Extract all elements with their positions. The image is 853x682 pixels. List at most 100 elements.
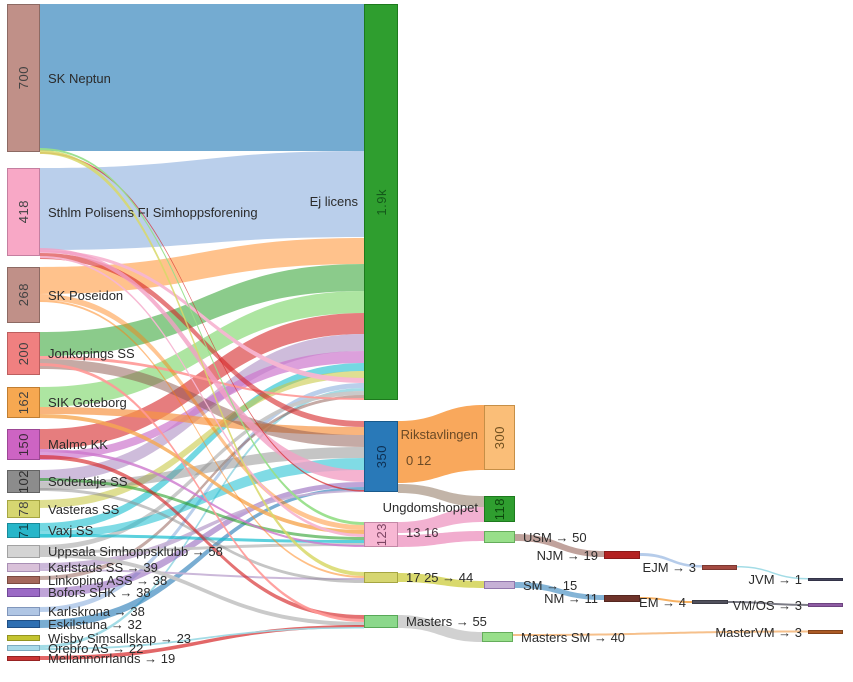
node-age-13-16[interactable] xyxy=(364,522,398,547)
node-master-vm[interactable] xyxy=(808,630,843,634)
node-bofors-shk-label: Bofors SHK → 38 xyxy=(48,585,151,600)
node-orebro-as-label: Orebro AS → 22 xyxy=(48,640,144,656)
node-uppsala-label: Uppsala Simhoppsklubb → 58 xyxy=(48,544,223,559)
node-master-vm-label: MasterVM → 3 xyxy=(715,624,802,640)
flow-jonkopings-ss-masters xyxy=(40,363,364,622)
flow-age-0-12-ungdomshoppet xyxy=(398,484,484,507)
node-mellannorrlands-label: Mellannorrlands → 19 xyxy=(48,651,176,666)
flow-jonkopings-ss-ej-licens xyxy=(40,264,364,356)
flow-vaxj-ss-ej-licens xyxy=(40,363,364,531)
node-karlstads-ss-label: Karlstads SS → 39 xyxy=(48,560,158,575)
node-rikstavlingen-label: Rikstavlingen xyxy=(400,426,478,442)
flow-sthlm-polisens-ej-licens xyxy=(40,250,364,383)
flow-malmo-kk-ej-licens xyxy=(40,313,364,449)
node-em-label: EM → 4 xyxy=(639,594,686,610)
node-karlstads-ss[interactable] xyxy=(7,563,40,572)
node-eskilstuna[interactable] xyxy=(7,620,40,628)
node-vaxj-ss[interactable] xyxy=(7,523,40,538)
node-nm-label: NM → 11 xyxy=(544,591,598,606)
node-masters-label: Masters → 55 xyxy=(406,614,487,629)
node-usm[interactable] xyxy=(484,531,515,543)
flow-jonkopings-ss-age-0-12 xyxy=(40,359,364,447)
flow-sk-neptun-age-0-12 xyxy=(40,152,364,492)
node-ungdomshoppet[interactable] xyxy=(484,496,515,522)
flow-ejm-jvm xyxy=(737,566,808,580)
node-sk-poseidon[interactable] xyxy=(7,267,40,323)
node-sk-neptun-label: SK Neptun xyxy=(48,70,111,86)
flow-karlstads-ss-age-0-12 xyxy=(40,490,364,569)
node-njm-label: NJM → 19 xyxy=(536,547,598,563)
flow-sodertalje-ss-age-0-12 xyxy=(40,447,364,490)
node-ejm[interactable] xyxy=(702,565,737,570)
node-sthlm-polisens[interactable] xyxy=(7,168,40,256)
node-sodertalje-ss[interactable] xyxy=(7,470,40,493)
flow-karlstads-ss-age-17-25 xyxy=(40,569,364,580)
flow-age-13-16-ungdomshoppet xyxy=(398,507,484,533)
node-masters-sm-label: Masters SM → 40 xyxy=(521,629,626,645)
flow-sthlm-polisens-age-13-16 xyxy=(40,256,364,537)
flow-sk-neptun-ej-licens xyxy=(40,4,364,151)
node-wisby-label: Wisby Simsallskap → 23 xyxy=(48,630,192,646)
node-njm[interactable] xyxy=(604,551,640,559)
node-sik-goteborg[interactable] xyxy=(7,387,40,418)
node-ej-licens[interactable] xyxy=(364,4,398,400)
node-linkoping-ass[interactable] xyxy=(7,576,40,584)
flow-jonkopings-ss-ej-licens xyxy=(40,356,364,400)
node-vasteras-ss-label: Vasteras SS xyxy=(48,501,120,517)
node-sodertalje-ss-label: Sodertalje SS xyxy=(48,474,128,489)
flow-sodertalje-ss-age-13-16 xyxy=(40,478,364,540)
node-age-17-25-label: 17 25 → 44 xyxy=(406,570,474,585)
node-vm-os[interactable] xyxy=(808,603,843,607)
flow-sk-poseidon-ej-licens xyxy=(40,238,364,294)
flow-uppsala-masters xyxy=(40,553,364,626)
node-karlskrona[interactable] xyxy=(7,607,40,616)
flow-malmo-kk-age-13-16 xyxy=(40,449,364,547)
node-karlskrona-label: Karlskrona → 38 xyxy=(48,604,145,619)
flow-uppsala-age-13-16 xyxy=(40,543,364,553)
node-vm-os-label: VM/OS → 3 xyxy=(732,597,802,613)
node-orebro-as[interactable] xyxy=(7,645,40,651)
node-age-0-12[interactable] xyxy=(364,421,398,492)
node-age-17-25[interactable] xyxy=(364,572,398,583)
flow-sk-neptun-age-17-25 xyxy=(40,150,364,576)
flow-njm-ejm xyxy=(640,553,702,568)
flow-age-0-12-rikstavlingen xyxy=(398,405,484,483)
node-masters-sm[interactable] xyxy=(482,632,513,642)
node-linkoping-ass-label: Linkoping ASS → 38 xyxy=(48,572,168,588)
node-jvm[interactable] xyxy=(808,578,843,581)
node-malmo-kk-label: Malmo KK xyxy=(48,437,108,452)
node-jonkopings-ss[interactable] xyxy=(7,332,40,375)
flow-sthlm-polisens-age-0-12 xyxy=(40,253,364,427)
node-em[interactable] xyxy=(692,600,728,604)
node-eskilstuna-label: Eskilstuna → 32 xyxy=(48,616,142,632)
node-usm-label: USM → 50 xyxy=(523,529,587,545)
node-mellannorrlands[interactable] xyxy=(7,656,40,661)
flow-sk-poseidon-age-13-16 xyxy=(40,294,364,530)
flow-sm-nm xyxy=(515,582,604,600)
flow-sk-poseidon-age-17-25 xyxy=(40,300,364,578)
flow-orebro-as-ej-licens xyxy=(40,388,364,648)
flow-sik-goteborg-ej-licens xyxy=(40,291,364,407)
node-sm-label: SM → 15 xyxy=(523,577,578,593)
flow-usm-njm xyxy=(515,534,604,557)
node-sk-neptun[interactable] xyxy=(7,4,40,152)
flow-malmo-kk-masters xyxy=(40,455,364,619)
node-vasteras-ss[interactable] xyxy=(7,500,40,518)
flow-masters-masters-sm xyxy=(398,615,482,642)
flow-eskilstuna-age-0-12 xyxy=(40,487,364,628)
node-rikstavlingen[interactable] xyxy=(484,405,515,470)
node-vaxj-ss-label: Vaxj SS xyxy=(48,523,94,538)
flow-sik-goteborg-age-13-16 xyxy=(40,414,364,534)
node-jonkopings-ss-label: Jonkopings SS xyxy=(48,346,135,361)
node-masters[interactable] xyxy=(364,615,398,628)
node-malmo-kk[interactable] xyxy=(7,429,40,460)
node-bofors-shk[interactable] xyxy=(7,588,40,597)
node-ej-licens-label: Ej licens xyxy=(309,193,358,209)
node-wisby[interactable] xyxy=(7,635,40,641)
node-nm[interactable] xyxy=(604,595,640,602)
node-uppsala[interactable] xyxy=(7,545,40,558)
node-ungdomshoppet-label: Ungdomshoppet xyxy=(382,499,478,515)
node-sm[interactable] xyxy=(484,581,515,589)
